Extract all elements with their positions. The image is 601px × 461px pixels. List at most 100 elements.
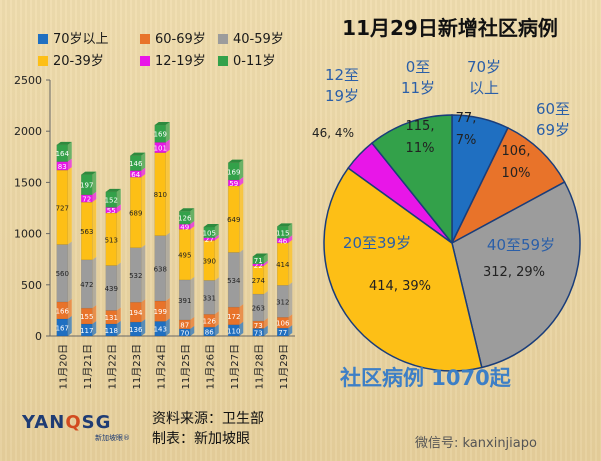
bar-value-label: 27 — [205, 236, 214, 244]
x-tick-label: 11月23日 — [131, 344, 143, 389]
legend-label: 0-11岁 — [233, 54, 276, 69]
bar-value-label: 126 — [178, 215, 192, 223]
bar-side — [288, 314, 293, 329]
bar-side — [92, 171, 97, 195]
bar-value-label: 638 — [154, 265, 167, 273]
bar-value-label: 472 — [80, 281, 93, 289]
x-tick-label: 11月29日 — [278, 344, 290, 389]
bar-side — [165, 139, 170, 153]
bar-side — [263, 318, 268, 329]
y-tick-label: 1500 — [14, 176, 42, 189]
bar-side — [263, 253, 268, 264]
bar-value-label: 46 — [278, 238, 287, 246]
x-tick-label: 11月25日 — [180, 344, 192, 389]
bar-top — [154, 122, 170, 126]
bar-side — [116, 210, 121, 266]
pie-category-label: 20至39岁 — [343, 234, 411, 252]
bar-value-label: 70 — [180, 329, 189, 337]
bar-value-label: 331 — [203, 294, 216, 302]
y-tick-label: 0 — [35, 330, 42, 343]
legend-swatch — [38, 56, 48, 66]
bar-side — [92, 191, 97, 203]
bar-value-label: 71 — [254, 257, 263, 265]
bar-value-label: 152 — [105, 197, 118, 205]
wechat-watermark: 微信号: kanxinjiapo — [415, 436, 537, 451]
x-tick-label: 11月20日 — [57, 344, 69, 389]
bar-value-label: 87 — [180, 321, 189, 329]
bar-value-label: 155 — [80, 313, 93, 321]
bar-side — [263, 291, 268, 322]
legend-item: 60-69岁 — [140, 28, 206, 47]
legend-item: 20-39岁 — [38, 50, 104, 69]
pie-slice — [323, 167, 483, 372]
legend-label: 60-69岁 — [155, 32, 206, 47]
bar-value-label: 513 — [105, 236, 118, 244]
bar-value-label: 532 — [129, 272, 142, 280]
bar-side — [67, 298, 72, 319]
logo-left-text: YAN — [22, 412, 66, 433]
pie-category-label: 60至 — [536, 100, 570, 118]
legend-item: 70岁以上 — [38, 28, 109, 47]
total-cases-label: 社区病例 1070起 — [340, 366, 511, 390]
bar-side — [67, 315, 72, 336]
bar-value-label: 689 — [129, 209, 142, 217]
bar-side — [190, 276, 195, 320]
pie-value-label: 106, — [502, 144, 531, 159]
pie-slice — [451, 181, 581, 369]
bar-side — [67, 141, 72, 162]
bar-top — [105, 188, 121, 192]
y-tick-label: 500 — [21, 279, 42, 292]
pie-value-label: 46, 4% — [312, 126, 354, 140]
legend-item: 0-11岁 — [218, 50, 276, 69]
bar-value-label: 391 — [178, 297, 191, 305]
bar-value-label: 73 — [254, 322, 263, 330]
pie-value-label: 77, — [456, 111, 477, 126]
bar-value-label: 810 — [154, 191, 167, 199]
bar-value-label: 49 — [180, 224, 189, 232]
pie-category-label: 19岁 — [325, 87, 359, 105]
bar-side — [263, 260, 268, 267]
bar-side — [263, 263, 268, 295]
bar-segment — [252, 263, 264, 267]
bar-side — [214, 234, 219, 241]
bar-side — [214, 277, 219, 315]
bar-top — [228, 159, 244, 163]
bar-value-label: 115 — [276, 229, 289, 237]
pie-category-label: 11岁 — [401, 79, 435, 97]
x-tick-label: 11月22日 — [106, 344, 118, 389]
bar-value-label: 131 — [105, 314, 118, 322]
bar-value-label: 106 — [276, 320, 290, 328]
bar-side — [239, 182, 244, 253]
legend-swatch — [140, 34, 150, 44]
bar-side — [141, 319, 146, 336]
x-tick-label: 11月27日 — [229, 344, 241, 389]
x-tick-label: 11月26日 — [204, 344, 216, 389]
bar-value-label: 194 — [129, 309, 143, 317]
bar-value-label: 117 — [80, 327, 93, 335]
bar-side — [263, 325, 268, 336]
legend-item: 12-19岁 — [140, 50, 206, 69]
bar-side — [165, 232, 170, 301]
legend-label: 70岁以上 — [53, 32, 109, 47]
bar-side — [165, 149, 170, 236]
bar-value-label: 73 — [254, 329, 263, 337]
x-tick-label: 11月28日 — [253, 344, 265, 389]
legend-item: 40-59岁 — [218, 28, 284, 47]
bar-side — [288, 239, 293, 286]
made-by-text: 制表：新加坡眼 — [152, 431, 250, 447]
pie-value-label: 115, — [406, 119, 435, 134]
legend-swatch — [140, 56, 150, 66]
bar-value-label: 560 — [56, 270, 69, 278]
x-tick-label: 11月24日 — [155, 344, 167, 389]
bar-value-label: 164 — [56, 150, 70, 158]
bar-value-label: 64 — [131, 171, 140, 179]
bar-side — [214, 237, 219, 281]
bar-value-label: 649 — [227, 216, 240, 224]
bar-side — [116, 320, 121, 336]
bar-side — [288, 223, 293, 239]
bar-side — [190, 221, 195, 230]
bar-side — [165, 297, 170, 322]
pie-category-label: 70岁 — [467, 58, 501, 76]
bar-value-label: 143 — [154, 326, 167, 334]
